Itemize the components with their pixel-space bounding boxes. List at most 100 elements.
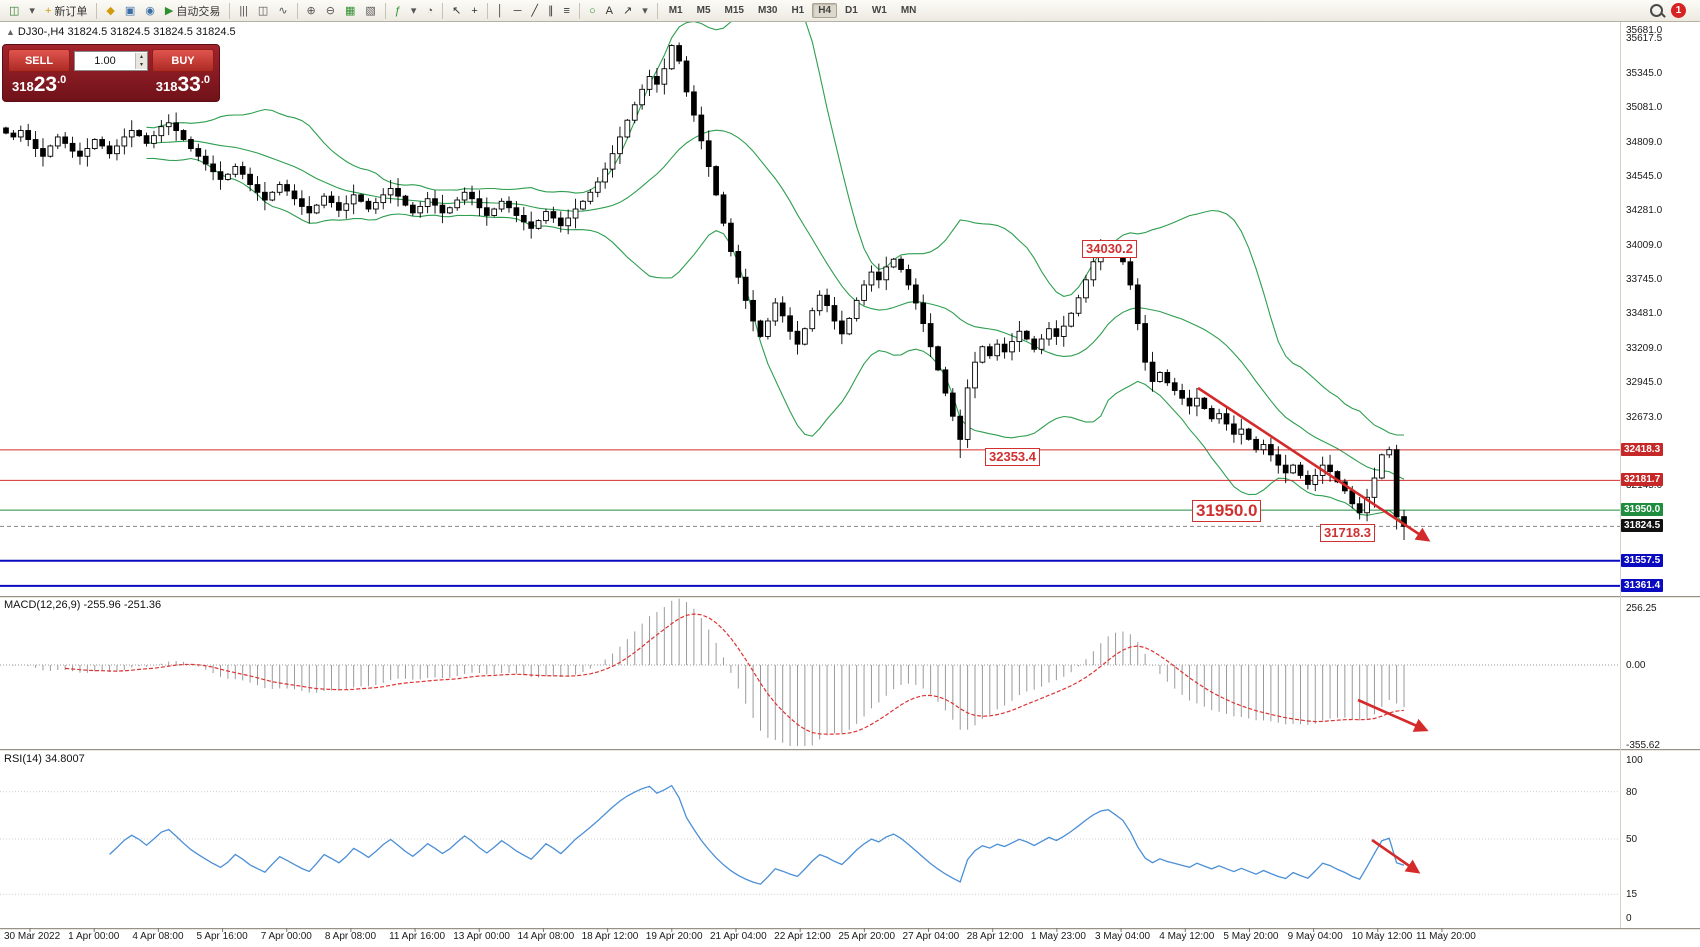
timeframe-m30[interactable]: M30 — [757, 5, 778, 16]
zoom-out-icon[interactable]: ⊖ — [322, 1, 339, 21]
one-click-trade-panel: SELL 1.00 ▴ ▾ BUY 31823.0 31833.0 — [2, 44, 220, 102]
history-center-icon[interactable]: ◆ — [102, 1, 118, 21]
price-axis-label: 32673.0 — [1626, 412, 1663, 424]
bar-chart-icon[interactable]: ||| — [235, 1, 252, 21]
zoom-in-icon[interactable]: ⊕ — [303, 1, 320, 21]
indicators-dropdown[interactable]: ▾ — [407, 1, 421, 21]
new-chart-icon[interactable]: ◫ — [5, 1, 23, 21]
vertical-line-icon[interactable]: │ — [493, 1, 508, 21]
cursor-icon[interactable]: ↖ — [448, 1, 465, 21]
crosshair-icon[interactable]: + — [467, 1, 481, 21]
price-axis-label: 35081.0 — [1626, 102, 1663, 114]
fibonacci-icon[interactable]: ≡ — [560, 1, 574, 21]
trend-arrow — [1357, 698, 1429, 732]
macd-axis-label: -355.62 — [1626, 739, 1660, 751]
chart-marker-icon: ▲ — [6, 27, 15, 37]
timeframe-m15[interactable]: M15 — [724, 5, 744, 16]
price-line-tag: 31361.4 — [1621, 578, 1664, 592]
step-up-icon[interactable]: ▴ — [136, 52, 147, 61]
timeframe-h4[interactable]: H4 — [812, 3, 838, 18]
volume-input[interactable]: 1.00 ▴ ▾ — [74, 50, 148, 71]
new-order-button-label: 新订单 — [54, 5, 88, 18]
timeframe-m5[interactable]: M5 — [696, 5, 711, 16]
arrows-icon[interactable]: ↗ — [619, 1, 636, 21]
price-annotation[interactable]: 31718.3 — [1320, 524, 1375, 542]
line-chart-icon: ∿ — [278, 4, 288, 17]
alerts-icon: ◉ — [145, 4, 155, 17]
rsi-layer — [0, 784, 1620, 895]
toolbar-buttons: ◫ ▾ + 新订单 ◆ ▣ ◉ ▶ 自动交易 ||| ◫ ∿ ⊕ ⊖ ▦ ▧ ƒ ▾ ◔ ↖ + │ ─ ╱ ∥ ≡ ○ A ↗ ▾ M1 M… — [4, 0, 923, 21]
new-order-button[interactable]: + 新订单 — [41, 1, 91, 21]
price-annotation[interactable]: 32353.4 — [985, 448, 1040, 466]
time-axis-label: 10 May 12:00 — [1351, 931, 1413, 942]
time-axis-label: 4 Apr 08:00 — [132, 931, 184, 942]
rsi-axis-label: 15 — [1626, 889, 1638, 901]
shapes-icon: ○ — [588, 4, 596, 17]
rsi-axis-label: 80 — [1626, 786, 1638, 798]
arrows-icon: ↗ — [622, 4, 633, 17]
arrows-dropdown[interactable]: ▾ — [638, 1, 652, 21]
price-axis-label: 34009.0 — [1626, 240, 1663, 252]
profiles-icon: ▣ — [124, 4, 136, 17]
channel-icon[interactable]: ∥ — [544, 1, 558, 21]
price-axis-label: 33209.0 — [1626, 343, 1663, 355]
symbol-ohlc-info: ▲ DJ30-,H4 31824.5 31824.5 31824.5 31824.… — [6, 26, 236, 38]
horizontal-line-icon: ─ — [513, 4, 522, 17]
buy-price: 31833.0 — [155, 73, 210, 96]
history-center-icon: ◆ — [106, 4, 115, 17]
timeframe-h1[interactable]: H1 — [791, 5, 805, 16]
time-axis-label: 11 Apr 16:00 — [389, 931, 446, 942]
trendline-icon[interactable]: ╱ — [527, 1, 542, 21]
toolbar: ◫ ▾ + 新订单 ◆ ▣ ◉ ▶ 自动交易 ||| ◫ ∿ ⊕ ⊖ ▦ ▧ ƒ ▾ ◔ ↖ + │ ─ ╱ ∥ ≡ ○ A ↗ ▾ M1 M… — [0, 0, 1700, 22]
volume-value: 1.00 — [94, 54, 116, 67]
timeframe-d1[interactable]: D1 — [845, 5, 858, 16]
buy-button[interactable]: BUY — [152, 49, 214, 72]
new-order-button: + — [44, 4, 52, 17]
timeframe-m1[interactable]: M1 — [668, 5, 683, 16]
macd-label: MACD(12,26,9) -255.96 -251.36 — [4, 599, 162, 611]
time-axis-label: 5 May 20:00 — [1223, 931, 1279, 942]
sell-button[interactable]: SELL — [8, 49, 70, 72]
profiles-icon[interactable]: ▣ — [121, 1, 139, 21]
fibonacci-icon: ≡ — [563, 4, 570, 17]
time-axis-label: 4 May 12:00 — [1159, 931, 1215, 942]
time-axis-label: 1 May 23:00 — [1030, 931, 1086, 942]
line-chart-icon[interactable]: ∿ — [274, 1, 291, 21]
timeframe-mn[interactable]: MN — [900, 5, 917, 16]
time-axis-label: 18 Apr 12:00 — [581, 931, 639, 942]
price-annotation[interactable]: 31950.0 — [1192, 500, 1262, 523]
tile-windows-icon[interactable]: ▦ — [341, 1, 359, 21]
text-icon[interactable]: A — [602, 1, 617, 21]
indicators-icon[interactable]: ƒ — [391, 1, 405, 21]
rsi-axis-label: 100 — [1626, 755, 1643, 766]
step-down-icon[interactable]: ▾ — [136, 60, 147, 69]
indicators-dropdown: ▾ — [410, 4, 417, 17]
periods-icon[interactable]: ◔ — [422, 1, 437, 21]
candlestick-chart-icon[interactable]: ◫ — [254, 1, 272, 21]
price-axis-label: 34809.0 — [1626, 137, 1663, 149]
channel-icon: ∥ — [548, 4, 554, 17]
volume-stepper[interactable]: ▴ ▾ — [135, 52, 147, 69]
macd-axis-label: 256.25 — [1626, 602, 1657, 614]
new-chart-dropdown: ▾ — [29, 4, 35, 17]
notification-badge[interactable]: 1 — [1671, 3, 1686, 18]
new-chart-icon: ◫ — [9, 4, 20, 17]
toolbar-separator — [486, 2, 488, 19]
alerts-icon[interactable]: ◉ — [141, 1, 159, 21]
price-annotation[interactable]: 34030.2 — [1082, 240, 1137, 258]
timeframe-w1[interactable]: W1 — [871, 5, 887, 16]
price-axis-label: 34545.0 — [1626, 171, 1663, 183]
shapes-icon[interactable]: ○ — [585, 1, 600, 21]
price-line-tag: 32418.3 — [1621, 442, 1664, 456]
new-chart-dropdown[interactable]: ▾ — [25, 1, 39, 21]
time-axis-label: 9 May 04:00 — [1287, 931, 1343, 942]
cascade-windows-icon[interactable]: ▧ — [361, 1, 379, 21]
rsi-axis-label: 50 — [1626, 834, 1638, 845]
autotrading-button[interactable]: ▶ 自动交易 — [161, 1, 224, 21]
search-icon[interactable] — [1650, 4, 1663, 17]
macd-axis-label: 0.00 — [1626, 660, 1646, 671]
horizontal-line-icon[interactable]: ─ — [510, 1, 526, 21]
time-axis-label: 28 Apr 12:00 — [966, 931, 1024, 942]
time-axis-label: 1 Apr 00:00 — [68, 931, 120, 942]
